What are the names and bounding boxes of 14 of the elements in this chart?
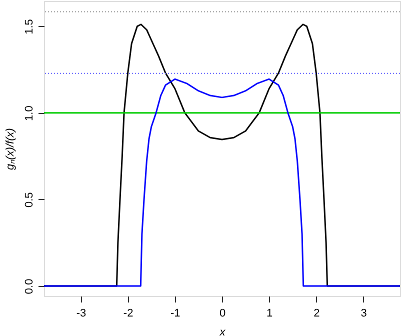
y-tick-label: 0.0 [24, 278, 36, 294]
x-tick-label: 3 [360, 308, 367, 320]
x-tick-label: -2 [123, 308, 134, 320]
y-tick-label: 1.0 [24, 106, 36, 121]
x-axis-title: x [218, 326, 226, 336]
x-tick-label: 0 [219, 308, 226, 320]
y-tick-label: 0.5 [24, 192, 36, 208]
x-tick-label: -1 [170, 308, 180, 320]
y-axis-title: gₙ(x)/f(x) [4, 128, 16, 170]
y-tick-label: 1.5 [24, 19, 36, 34]
x-tick-label: 2 [314, 308, 320, 320]
x-tick-label: 1 [266, 308, 273, 320]
x-tick-label: -3 [76, 308, 86, 320]
line-series [44, 78, 400, 287]
